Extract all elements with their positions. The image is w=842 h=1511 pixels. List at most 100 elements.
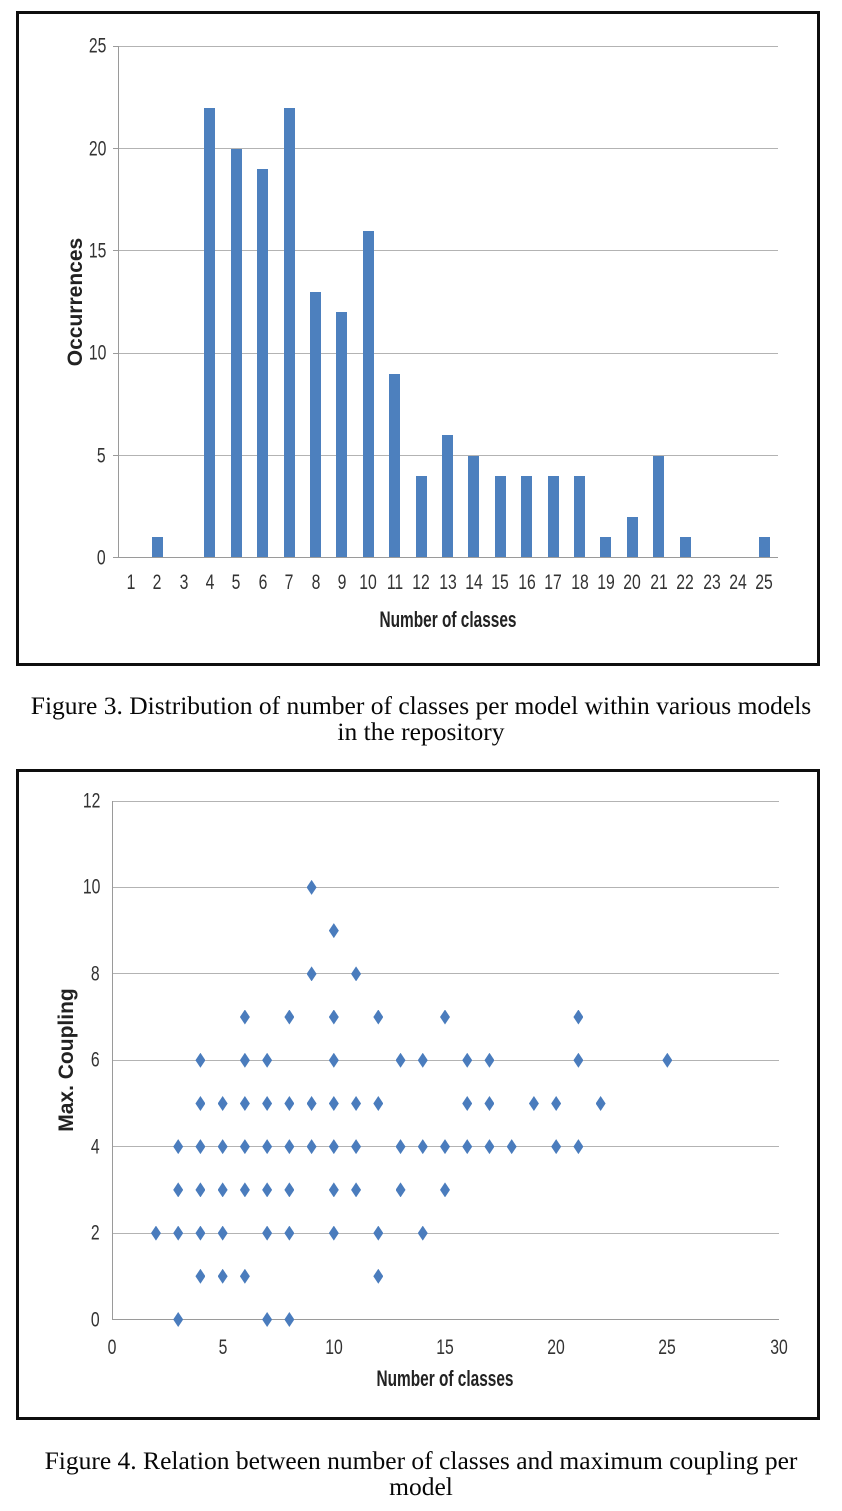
scatter-point [328, 1095, 339, 1111]
scatter-point [351, 1139, 362, 1155]
y-axis-tick-label: 15 [88, 239, 106, 263]
scatter-point [217, 1139, 228, 1155]
x-axis-tick-label: 10 [359, 571, 378, 594]
scatter-point [284, 1009, 295, 1025]
x-axis-tick-label: 16 [517, 571, 536, 594]
scatter-point [195, 1139, 206, 1155]
y-axis-tick-label: 0 [91, 1308, 100, 1331]
scatter-point [484, 1095, 495, 1111]
scatter-point [239, 1182, 250, 1198]
bar-12 [415, 475, 427, 558]
scatter-point [417, 1139, 428, 1155]
bar-18 [574, 475, 586, 558]
scatter-point [217, 1182, 228, 1198]
scatter-point [262, 1052, 273, 1068]
scatter-point [417, 1225, 428, 1241]
scatter-point [306, 879, 317, 895]
figure4-y-axis-title: Max. Coupling [55, 988, 78, 1132]
gridline [111, 1059, 779, 1061]
x-axis-line [111, 1319, 779, 1320]
scatter-point [262, 1312, 273, 1327]
x-axis-tick-label: 11 [386, 571, 403, 594]
scatter-point [217, 1095, 228, 1111]
scatter-point [484, 1052, 495, 1068]
scatter-point [262, 1225, 273, 1241]
y-axis-tick-label: 5 [97, 444, 106, 468]
scatter-point [306, 966, 317, 982]
scatter-point [239, 1139, 250, 1155]
x-axis-tick-label: 12 [412, 571, 430, 594]
y-axis-tick [112, 45, 118, 47]
y-axis-tick-label: 2 [91, 1221, 100, 1245]
x-axis-tick-label: 4 [205, 571, 215, 594]
scatter-point [328, 1225, 339, 1241]
scatter-point [195, 1268, 206, 1284]
x-axis-tick-label: 24 [729, 571, 747, 594]
scatter-point [239, 1009, 250, 1025]
scatter-point [328, 923, 339, 939]
scatter-point [284, 1139, 295, 1155]
gridline [111, 973, 779, 975]
figure3-y-axis-title: Occurrences [63, 237, 87, 367]
scatter-point [217, 1225, 228, 1241]
y-axis-tick [112, 352, 118, 354]
x-axis-tick-label: 8 [311, 571, 320, 594]
bar-22 [679, 537, 691, 558]
scatter-point [150, 1225, 161, 1241]
y-axis-tick [112, 250, 118, 252]
scatter-point [395, 1182, 406, 1198]
scatter-point [440, 1009, 450, 1025]
scatter-point [262, 1139, 273, 1155]
x-axis-tick-label: 1 [126, 571, 136, 594]
bar-9 [336, 312, 348, 558]
scatter-point [373, 1095, 384, 1111]
x-axis-tick-label: 9 [337, 571, 347, 594]
y-axis-tick-label: 12 [82, 789, 100, 813]
bar-20 [626, 516, 638, 558]
x-axis-tick-label: 13 [438, 571, 457, 594]
scatter-point [462, 1052, 473, 1068]
x-axis-tick-label: 2 [152, 571, 162, 594]
scatter-point [395, 1139, 406, 1155]
x-axis-tick-label: 15 [436, 1336, 454, 1359]
figure3-caption-line1: Figure 3. Distribution of number of clas… [30, 691, 812, 720]
gridline [111, 886, 779, 888]
bar-8 [310, 291, 322, 558]
scatter-point [306, 1095, 317, 1111]
bar-25 [758, 537, 770, 558]
scatter-point [351, 1182, 362, 1198]
figure4-caption-line2: model [389, 1472, 453, 1501]
scatter-point [284, 1225, 295, 1241]
bar-16 [521, 475, 533, 558]
scatter-point [284, 1312, 295, 1327]
scatter-point [195, 1095, 206, 1111]
scatter-point [417, 1052, 428, 1068]
bar-17 [547, 475, 559, 558]
x-axis-tick-label: 21 [650, 571, 668, 594]
bar-6 [257, 169, 269, 558]
bar-21 [653, 455, 665, 558]
x-axis-tick-label: 14 [465, 571, 483, 594]
figure3-x-axis-title: Number of classes [379, 607, 516, 632]
figure4-caption-line1: Figure 4. Relation between number of cla… [44, 1446, 798, 1475]
figure3-caption: Figure 3. Distribution of number of clas… [0, 693, 842, 745]
x-axis-tick-label: 5 [218, 1336, 228, 1359]
x-axis-tick-label: 10 [325, 1336, 343, 1359]
y-axis-tick-label: 0 [97, 546, 106, 570]
scatter-point [239, 1268, 250, 1284]
x-axis-tick-label: 6 [258, 571, 268, 594]
bar-15 [494, 475, 506, 558]
scatter-point [395, 1052, 406, 1068]
gridline [117, 352, 778, 354]
scatter-point [662, 1052, 673, 1068]
scatter-point [306, 1139, 317, 1155]
scatter-point [173, 1225, 184, 1241]
scatter-point [595, 1095, 606, 1111]
scatter-point [328, 1139, 339, 1155]
scatter-point [351, 966, 362, 982]
x-axis-tick-label: 25 [658, 1336, 677, 1359]
figure3-chart-frame [16, 11, 820, 666]
x-axis-line [117, 557, 778, 559]
bar-2 [151, 537, 163, 558]
